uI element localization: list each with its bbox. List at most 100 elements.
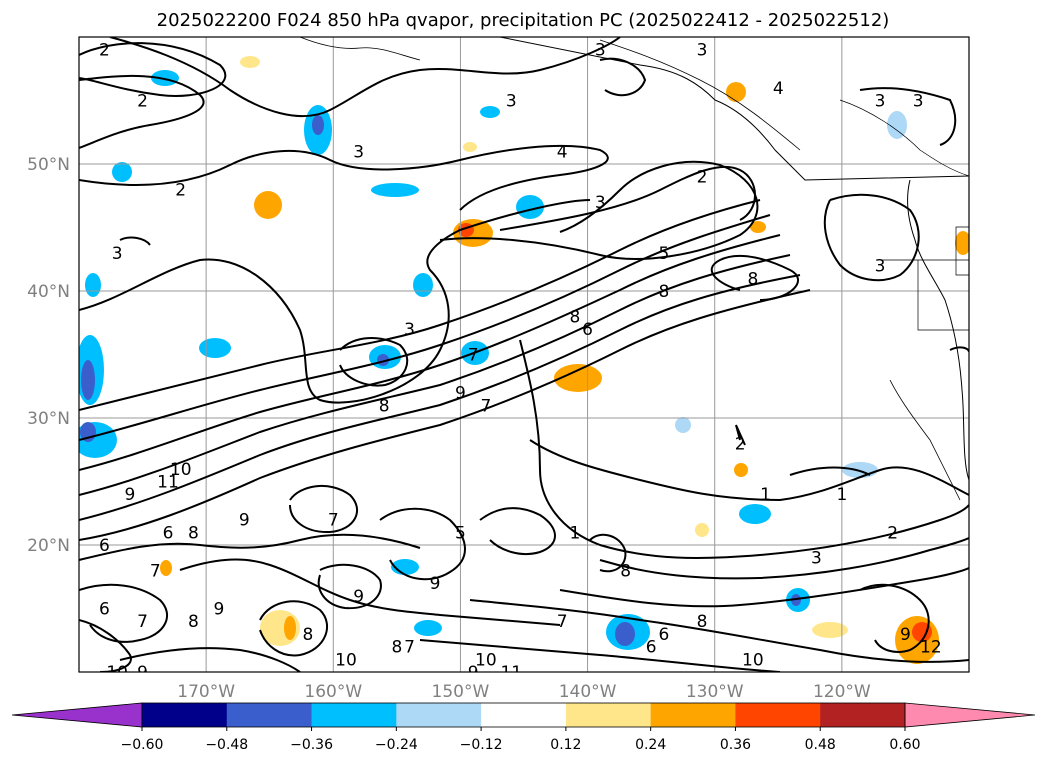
contour-label: 6 — [99, 600, 110, 620]
contour-line — [79, 199, 761, 411]
bc-border — [839, 99, 969, 177]
contour-line — [119, 236, 151, 246]
contour-line — [79, 144, 609, 211]
colorbar-extend-min — [11, 702, 143, 728]
lat-tick-label: 40°N — [27, 282, 70, 302]
contour-label: 7 — [328, 511, 339, 531]
shade-blob — [695, 523, 709, 537]
colorbar: −0.60 −0.48 −0.36 −0.24 −0.12 0.12 0.24 0.36 0.4… — [11, 702, 1036, 753]
colorbar-segment — [481, 703, 567, 727]
contour-label: 2 — [99, 41, 110, 61]
shade-blob — [112, 162, 132, 182]
shade-blob — [554, 364, 602, 392]
contour-line — [499, 165, 756, 231]
contour-line — [479, 507, 556, 556]
shade-blob — [726, 82, 746, 102]
contour-label: 1 — [836, 485, 847, 505]
contour-label: 4 — [557, 142, 568, 162]
contour-line — [789, 466, 871, 476]
contour-line — [289, 484, 359, 534]
contour-label: 10 — [335, 650, 357, 670]
contour-line — [79, 289, 811, 541]
contour-line — [79, 234, 781, 471]
colorbar-frame — [141, 702, 906, 728]
contour-label: 7 — [404, 638, 415, 658]
lon-tick-label: 160°W — [304, 682, 362, 702]
contour-label: 8 — [391, 638, 402, 658]
contour-label: 9 — [900, 625, 911, 645]
contour-label: 8 — [302, 625, 313, 645]
contour-label: 9 — [124, 485, 135, 505]
lon-tick-label: 120°W — [813, 682, 871, 702]
colorbar-tick-label: 0.48 — [805, 737, 836, 753]
contour-label: 10 — [475, 650, 497, 670]
state-box — [955, 226, 969, 276]
chart-title: 2025022200 F024 850 hPa qvapor, precipit… — [157, 10, 890, 31]
colorbar-segment — [396, 703, 482, 727]
aleutians — [299, 37, 421, 61]
contour-label: 10 — [170, 460, 192, 480]
contour-line — [119, 647, 301, 672]
contour-label: 6 — [658, 625, 669, 645]
lat-tick-label: 20°N — [27, 536, 70, 556]
contour-label: 8 — [379, 396, 390, 416]
contour-label: 9 — [455, 384, 466, 404]
precip-shading — [79, 56, 969, 664]
contour-line — [599, 57, 647, 97]
contour-label: 6 — [99, 536, 110, 556]
contour-label: 1 — [760, 485, 771, 505]
contour-label: 6 — [582, 320, 593, 340]
contour-label: 3 — [404, 320, 415, 340]
west-coast — [907, 179, 969, 481]
contour-label: 3 — [875, 92, 886, 112]
contour-line — [317, 563, 382, 610]
shade-blob — [199, 338, 231, 358]
qvapor-contours — [79, 37, 969, 672]
contour-label: 2 — [887, 523, 898, 543]
contour-label: 1 — [569, 523, 580, 543]
contour-label: 12 — [920, 638, 942, 658]
lon-tick-label: 150°W — [432, 682, 490, 702]
shade-blob — [750, 221, 766, 233]
contour-line — [109, 37, 621, 118]
contour-label: 3 — [353, 142, 364, 162]
colorbar-segment — [311, 703, 397, 727]
contour-line — [79, 583, 169, 643]
colorbar-tick-label: −0.36 — [290, 737, 333, 753]
shade-blob — [615, 622, 635, 646]
contour-label: 9 — [239, 511, 250, 531]
contour-label: 7 — [150, 561, 161, 581]
colorbar-extend-max — [904, 702, 1036, 728]
contour-label: 6 — [646, 638, 657, 658]
colorbar-segment — [820, 703, 906, 727]
contour-line — [339, 337, 409, 387]
colorbar-tick-label: 0.12 — [550, 737, 581, 753]
contour-label: 3 — [595, 193, 606, 213]
contour-label: 3 — [875, 257, 886, 277]
contour-line — [599, 537, 969, 580]
contour-label: 8 — [747, 269, 758, 289]
shade-blob — [414, 620, 442, 636]
shade-blob — [371, 183, 419, 197]
map-gridlines — [79, 37, 969, 672]
contour-label: 11 — [157, 473, 179, 493]
contour-label: 6 — [163, 523, 174, 543]
contour-line — [79, 74, 205, 149]
shade-blob — [85, 273, 101, 297]
contour-label: 9 — [213, 600, 224, 620]
contour-label: 2 — [697, 168, 708, 188]
contour-line — [179, 558, 561, 626]
shade-blob — [151, 70, 179, 86]
shade-blob — [516, 195, 544, 219]
contour-line — [589, 533, 627, 573]
shade-blob — [912, 622, 932, 642]
lat-tick-label: 30°N — [27, 409, 70, 429]
shade-blob — [160, 560, 172, 576]
contour-label: 8 — [569, 307, 580, 327]
baja — [889, 379, 961, 501]
contour-label: 3 — [595, 41, 606, 61]
contour-label: 8 — [697, 612, 708, 632]
contour-label: 2 — [137, 92, 148, 112]
